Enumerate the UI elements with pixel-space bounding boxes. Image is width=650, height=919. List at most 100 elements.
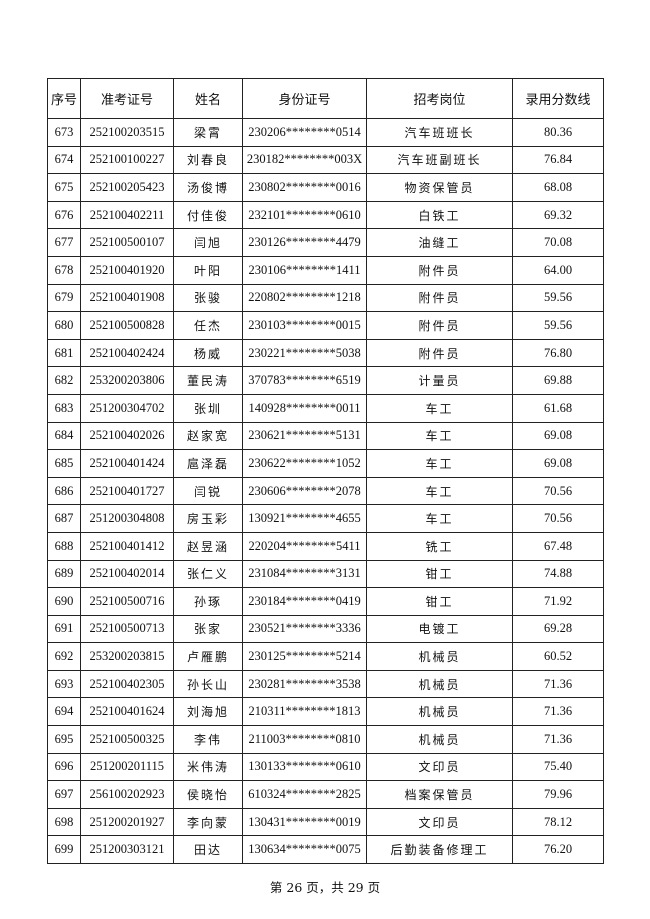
table-row: 690 252100500716 孙琢 230184********0419 钳工 71.… [47,587,604,616]
cell-exam-number: 252100402014 [80,559,174,589]
table-row: 689 252100402014 张仁义 231084********3131 钳工 74… [47,559,604,589]
cell-exam-number: 252100402305 [80,669,174,699]
cell-id-number: 130634********0075 [242,835,367,865]
cell-index: 693 [47,669,81,699]
cell-exam-number: 252100401908 [80,283,174,313]
cell-name: 闫旭 [173,228,243,257]
cell-index: 685 [47,449,81,478]
cell-position: 机械员 [366,725,513,754]
cell-position: 车工 [366,393,513,423]
cell-name: 孙琢 [173,587,243,616]
cell-position: 车工 [366,449,513,478]
cell-score: 59.56 [512,311,604,340]
cell-score: 61.68 [512,393,604,423]
cell-name: 赵家宽 [173,421,243,451]
header-name: 姓名 [173,78,243,119]
cell-score: 76.84 [512,145,604,175]
cell-id-number: 230182********003X [242,145,367,175]
cell-name: 张仁义 [173,559,243,589]
cell-score: 76.80 [512,338,604,368]
cell-score: 75.40 [512,752,604,782]
cell-name: 梁霄 [173,118,243,147]
table-row: 693 252100402305 孙长山 230281********3538 机械员 7… [47,669,604,699]
cell-index: 682 [47,366,81,395]
cell-position: 车工 [366,504,513,533]
cell-exam-number: 252100401920 [80,255,174,285]
cell-score: 79.96 [512,780,604,809]
cell-id-number: 230103********0015 [242,311,367,340]
cell-index: 681 [47,338,81,368]
cell-id-number: 210311********1813 [242,697,367,727]
cell-id-number: 231084********3131 [242,559,367,589]
cell-position: 附件员 [366,283,513,313]
cell-score: 70.56 [512,504,604,533]
cell-index: 695 [47,725,81,754]
cell-index: 676 [47,200,81,230]
cell-id-number: 230802********0016 [242,173,367,202]
cell-name: 付佳俊 [173,200,243,230]
cell-id-number: 230126********4479 [242,228,367,257]
cell-exam-number: 251200201927 [80,807,174,837]
cell-score: 67.48 [512,531,604,561]
cell-id-number: 230281********3538 [242,669,367,699]
cell-exam-number: 251200304702 [80,393,174,423]
cell-name: 赵昱涵 [173,531,243,561]
cell-index: 680 [47,311,81,340]
table-row: 698 251200201927 李向蒙 130431********0019 文印员 7… [47,807,604,837]
cell-exam-number: 252100401624 [80,697,174,727]
cell-name: 扈泽磊 [173,449,243,478]
results-table: 序号 准考证号 姓名 身份证号 招考岗位 录用分数线 673 252100203515 梁霄 2… [47,78,604,865]
cell-position: 机械员 [366,669,513,699]
cell-position: 附件员 [366,255,513,285]
table-row: 675 252100205423 汤俊博 230802********0016 物资保管… [47,173,604,202]
table-row: 692 253200203815 卢雁鹏 230125********5214 机械员 6… [47,642,604,671]
cell-name: 汤俊博 [173,173,243,202]
table-row: 683 251200304702 张圳 140928********0011 车工 61.… [47,393,604,423]
cell-exam-number: 252100402211 [80,200,174,230]
table-row: 699 251200303121 田达 130634********0075 后勤装备修… [47,835,604,865]
cell-score: 69.88 [512,366,604,395]
table-row: 684 252100402026 赵家宽 230621********5131 车工 69… [47,421,604,451]
cell-index: 684 [47,421,81,451]
table-row: 682 253200203806 董民涛 370783********6519 计量员 6… [47,366,604,395]
cell-position: 铣工 [366,531,513,561]
cell-id-number: 130431********0019 [242,807,367,837]
page-number: 第 26 页，共 29 页 [269,880,381,895]
cell-exam-number: 252100500713 [80,614,174,644]
cell-id-number: 140928********0011 [242,393,367,423]
cell-index: 686 [47,476,81,506]
cell-position: 电镀工 [366,614,513,644]
table-row: 681 252100402424 杨威 230221********5038 附件员 76… [47,338,604,368]
cell-exam-number: 252100402424 [80,338,174,368]
cell-position: 附件员 [366,311,513,340]
cell-score: 69.32 [512,200,604,230]
cell-position: 车工 [366,476,513,506]
cell-score: 68.08 [512,173,604,202]
cell-score: 78.12 [512,807,604,837]
header-position: 招考岗位 [366,78,513,119]
cell-name: 李向蒙 [173,807,243,837]
cell-score: 70.08 [512,228,604,257]
table-row: 688 252100401412 赵昱涵 220204********5411 铣工 67… [47,531,604,561]
cell-index: 679 [47,283,81,313]
cell-name: 闫锐 [173,476,243,506]
cell-id-number: 230184********0419 [242,587,367,616]
cell-index: 690 [47,587,81,616]
cell-score: 80.36 [512,118,604,147]
cell-name: 张家 [173,614,243,644]
cell-score: 60.52 [512,642,604,671]
cell-id-number: 610324********2825 [242,780,367,809]
cell-position: 物资保管员 [366,173,513,202]
cell-id-number: 211003********0810 [242,725,367,754]
table-row: 676 252100402211 付佳俊 232101********0610 白铁工 6… [47,200,604,230]
table-row: 696 251200201115 米伟涛 130133********0610 文印员 7… [47,752,604,782]
table-row: 694 252100401624 刘海旭 210311********1813 机械员 7… [47,697,604,727]
cell-index: 673 [47,118,81,147]
cell-score: 71.92 [512,587,604,616]
cell-position: 汽车班副班长 [366,145,513,175]
cell-position: 附件员 [366,338,513,368]
cell-id-number: 370783********6519 [242,366,367,395]
cell-exam-number: 253200203806 [80,366,174,395]
cell-name: 张骏 [173,283,243,313]
cell-exam-number: 252100401412 [80,531,174,561]
